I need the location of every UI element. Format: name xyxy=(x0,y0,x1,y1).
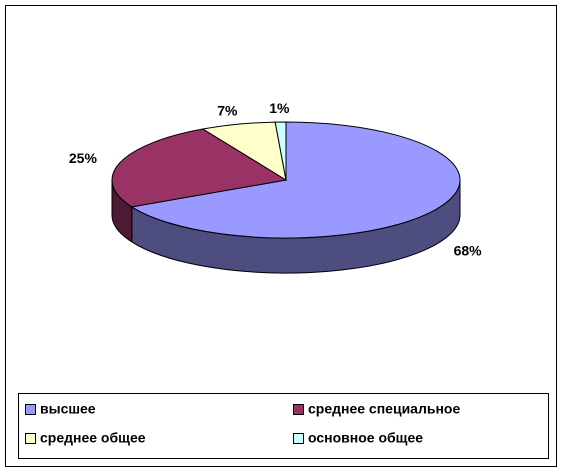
legend-label: среднее специальное xyxy=(308,401,460,417)
legend-swatch xyxy=(293,433,304,444)
data-label: 7% xyxy=(217,103,238,119)
data-label: 68% xyxy=(454,242,483,258)
data-label: 1% xyxy=(269,100,290,116)
data-label: 25% xyxy=(69,150,98,166)
pie-slice xyxy=(274,121,287,181)
legend-label: среднее общее xyxy=(40,430,146,446)
legend-box xyxy=(18,393,549,459)
legend-label: основное общее xyxy=(308,430,423,446)
legend-swatch xyxy=(293,404,304,415)
pie-slice xyxy=(130,121,461,239)
pie-slice xyxy=(111,128,288,208)
legend-label: высшее xyxy=(40,401,96,417)
legend-swatch xyxy=(25,433,36,444)
legend-swatch xyxy=(25,404,36,415)
